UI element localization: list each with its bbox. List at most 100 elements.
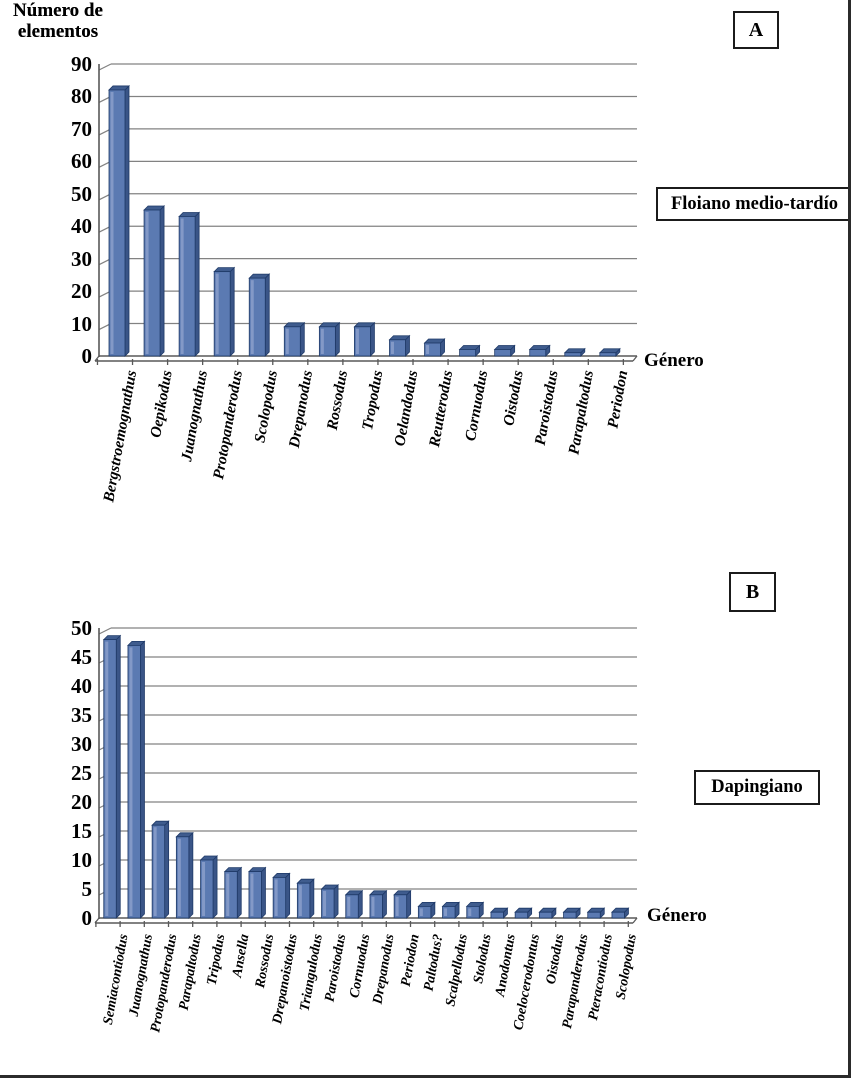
bar-highlight xyxy=(110,91,114,354)
bar-side-face xyxy=(229,266,235,357)
y-axis-title-a-line1: Número de xyxy=(13,0,103,21)
bar-top-face xyxy=(213,267,236,273)
bar-Reutterodus xyxy=(423,338,446,357)
y-tick-label: 10 xyxy=(71,848,92,872)
bar-Parapanderodus xyxy=(562,907,582,919)
bar-top-face xyxy=(598,348,621,354)
y-tick-label: 0 xyxy=(81,344,93,368)
bar-Paroistodus xyxy=(528,344,551,357)
y-tick-label: 30 xyxy=(71,732,92,756)
y-axis-title-b: Número de elementos xyxy=(0,0,116,42)
bar-Stolodus xyxy=(465,901,485,919)
bar-highlight xyxy=(419,908,423,916)
bar-Protopanderodus xyxy=(151,820,170,919)
gridline-connector xyxy=(98,627,112,635)
bar-highlight xyxy=(145,212,149,354)
bar-side-face xyxy=(309,878,315,919)
bar-top-face xyxy=(283,322,306,328)
bar-highlight xyxy=(426,345,430,354)
bar-front-face xyxy=(494,349,512,357)
bar-highlight xyxy=(180,218,184,354)
bar-front-face xyxy=(564,352,582,357)
panel-label-a: A xyxy=(733,11,779,49)
bar-Drepanoistodus xyxy=(272,872,291,919)
plot-a xyxy=(94,63,638,365)
bar-front-face xyxy=(466,906,480,919)
bar-side-face xyxy=(370,321,375,357)
bar-highlight xyxy=(285,328,289,354)
x-axis-title-b: Género xyxy=(647,905,707,926)
y-axis-title-a: Número de elementos xyxy=(0,0,116,42)
bar-Cornuodus xyxy=(458,344,481,357)
bar-side-face xyxy=(159,205,165,357)
bar-front-face xyxy=(587,911,601,919)
bar-Paltodus? xyxy=(417,901,436,919)
bar-highlight xyxy=(202,862,206,916)
bar-top-face xyxy=(108,85,130,91)
bar-Juanognathus xyxy=(126,640,146,919)
y-tick-label: 60 xyxy=(71,149,92,174)
gridline-connector xyxy=(98,63,112,71)
y-tick-label: 20 xyxy=(71,279,92,304)
bar-top-face xyxy=(528,345,551,350)
bar-highlight xyxy=(250,280,254,354)
bar-Juanognathus xyxy=(178,211,201,357)
bar-top-face xyxy=(493,345,516,350)
bar-front-face xyxy=(538,911,553,919)
bar-front-face xyxy=(490,911,504,919)
floor-right-edge xyxy=(632,917,638,924)
bar-highlight xyxy=(274,879,278,916)
bar-side-face xyxy=(188,831,194,919)
bar-Tripodus xyxy=(199,855,219,919)
bar-front-face xyxy=(442,906,456,919)
bar-highlight xyxy=(105,641,109,916)
bar-highlight xyxy=(320,328,324,354)
bar-Periodon xyxy=(598,347,621,357)
bar-side-face xyxy=(406,889,412,919)
bar-Oistodus xyxy=(538,907,557,919)
bar-front-face xyxy=(563,911,577,919)
floor-right-edge xyxy=(632,355,638,362)
bar-highlight xyxy=(177,838,181,916)
bar-top-face xyxy=(143,205,166,211)
y-tick-label: 40 xyxy=(71,214,92,239)
bar-Oepikodus xyxy=(143,205,166,357)
bar-Rossodus xyxy=(247,866,267,919)
y-axis-title-b-line2: elementos xyxy=(17,21,99,42)
y-tick-label: 45 xyxy=(71,645,92,669)
bar-top-face xyxy=(318,322,341,328)
bar-side-face xyxy=(261,866,266,919)
y-axis-title-a-line2: elementos xyxy=(17,21,99,42)
bar-highlight xyxy=(371,896,375,916)
image-bottom-edge xyxy=(0,1075,851,1078)
x-axis-title-a: Género xyxy=(644,350,704,371)
bar-top-face xyxy=(178,212,201,217)
bar-Scolopodus xyxy=(610,907,630,919)
y-tick-label: 25 xyxy=(71,761,92,785)
bar-front-face xyxy=(514,911,529,919)
bar-top-face xyxy=(388,335,411,341)
bar-Scalpellodus xyxy=(441,901,461,919)
bar-Pteracontiodus xyxy=(586,907,606,919)
y-tick-label: 50 xyxy=(71,181,92,206)
bar-top-face xyxy=(458,345,481,350)
bar-highlight xyxy=(347,896,351,916)
y-tick-label: 5 xyxy=(81,877,93,901)
y-tick-label: 90 xyxy=(71,52,92,76)
y-tick-label: 80 xyxy=(71,84,92,109)
bar-side-face xyxy=(115,634,121,919)
bar-side-face xyxy=(357,889,363,919)
bar-Ansella xyxy=(223,866,243,919)
y-tick-label: 0 xyxy=(81,906,93,930)
bar-Paroistodus xyxy=(320,884,340,919)
bar-highlight xyxy=(444,908,448,916)
y-axis-title-b-line1: Número de xyxy=(13,0,103,21)
bar-side-face xyxy=(382,889,387,919)
bar-Cornuodus xyxy=(344,889,364,919)
bar-highlight xyxy=(390,341,394,354)
bar-Tropodus xyxy=(353,321,376,357)
bar-side-face xyxy=(212,855,218,919)
bar-Drepanodus xyxy=(368,889,388,919)
bar-front-face xyxy=(529,349,547,357)
bar-top-face xyxy=(423,338,446,344)
